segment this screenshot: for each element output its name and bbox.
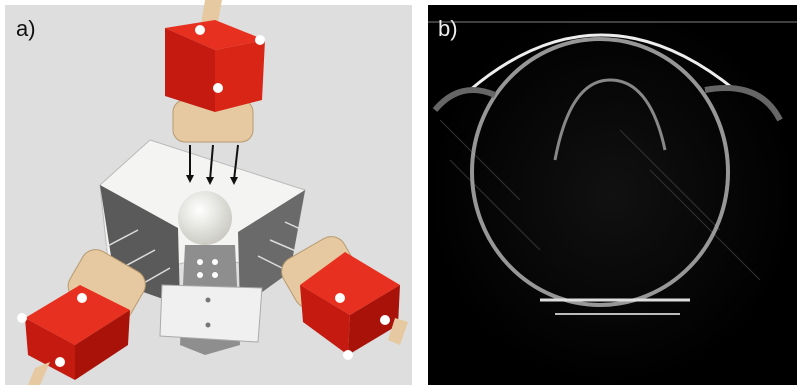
panel-label: a) xyxy=(16,16,36,41)
marker xyxy=(195,25,205,35)
marker xyxy=(77,293,87,303)
pedestal-hole xyxy=(197,272,203,278)
marker xyxy=(343,350,353,360)
panel-b: b) xyxy=(428,5,797,385)
panel-a: a) xyxy=(5,0,412,385)
panel-background xyxy=(428,5,797,385)
page: {"panels": [{"label": "a)"}, {"label": "… xyxy=(0,0,797,385)
plate-hole xyxy=(206,298,211,303)
marker xyxy=(17,313,27,323)
marker xyxy=(213,83,223,93)
marker xyxy=(255,35,265,45)
sphere-phantom xyxy=(178,191,232,245)
panel-label: b) xyxy=(438,16,458,41)
plate-hole xyxy=(206,323,211,328)
front-plate xyxy=(160,285,262,342)
marker xyxy=(380,315,390,325)
pedestal-hole xyxy=(212,259,218,265)
figure: a) b) xyxy=(0,0,797,385)
pedestal-hole xyxy=(212,272,218,278)
pedestal-hole xyxy=(197,259,203,265)
marker xyxy=(55,357,65,367)
marker xyxy=(335,293,345,303)
